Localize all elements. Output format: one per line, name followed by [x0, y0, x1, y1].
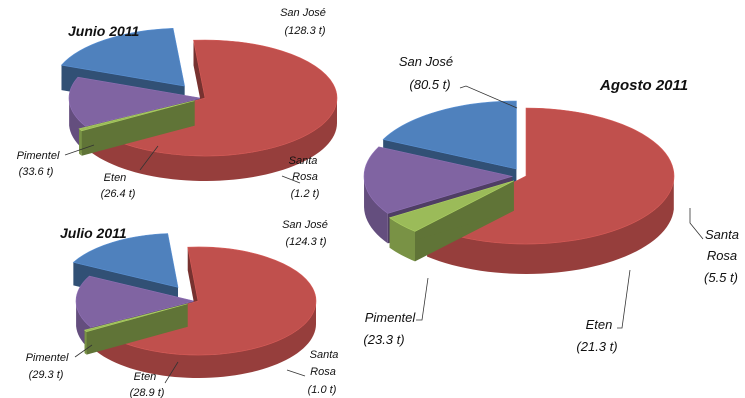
leader-line [416, 277, 429, 321]
slice-top [60, 27, 185, 87]
slice-name-label: Santa Rosa [289, 155, 318, 183]
slice-side-wall [84, 303, 188, 354]
chart-title: Agosto 2011 [599, 77, 688, 94]
slice-top [68, 76, 202, 127]
chart-agosto-2011: Agosto 2011 San José (80.5 t) Santa Rosa (5.… [363, 54, 739, 354]
slice-top [363, 146, 514, 214]
slice-santa-rosa [388, 180, 514, 262]
leader-line [459, 85, 518, 109]
slice-name-label: San José [280, 7, 326, 19]
slice-name-label: Santa Rosa [310, 349, 339, 378]
pie-labels: San José (128.3 t) Santa Rosa (1.2 t) Eten (26… [17, 7, 326, 200]
slice-santa-rosa [83, 303, 188, 355]
slice-name-label: San José [282, 219, 328, 231]
chart-junio-2011: Junio 2011 San José (128.3 t) Santa Rosa (1.… [17, 7, 338, 200]
slice-name-label: Eten [104, 172, 127, 184]
slice-top [83, 303, 188, 333]
pie-slices [60, 27, 338, 181]
leader-line [164, 361, 179, 384]
pie-slices [72, 233, 317, 378]
slice-value-label: (23.3 t) [363, 332, 404, 347]
slice-value-label: (124.3 t) [286, 236, 327, 248]
pie-labels: San José (80.5 t) Santa Rosa (5.5 t) Eten (21.… [363, 54, 739, 354]
slice-value-label: (26.4 t) [101, 188, 136, 200]
pie-labels: San José (124.3 t) Santa Rosa (1.0 t) Eten (28… [26, 219, 339, 398]
chart-title: Junio 2011 [68, 23, 140, 39]
slice-value-label: (1.0 t) [308, 384, 337, 396]
slice-top [72, 233, 179, 288]
slice-side-wall [79, 100, 195, 154]
slice-top [78, 100, 195, 132]
pie-slices [363, 100, 675, 274]
slice-value-label: (128.3 t) [285, 25, 326, 37]
slice-santa-rosa [78, 100, 195, 156]
slice-name-label: Eten [134, 371, 157, 383]
slice-value-label: (29.3 t) [29, 369, 64, 381]
slice-outer-wall [92, 98, 337, 181]
chart-julio-2011: Julio 2011 San José (124.3 t) Santa Rosa (1.… [26, 219, 339, 398]
slice-name-label: Pimentel [365, 310, 417, 325]
slice-name-label: Eten [586, 317, 613, 332]
slice-value-label: (33.6 t) [19, 166, 54, 178]
chart-title: Julio 2011 [60, 225, 127, 241]
slice-value-label: (28.9 t) [130, 387, 165, 398]
slice-outer-wall [84, 330, 87, 355]
slice-value-label: (21.3 t) [576, 339, 617, 354]
slice-value-label: (1.2 t) [291, 188, 320, 200]
slice-top [75, 275, 195, 328]
leader-line [74, 344, 93, 358]
leader-line [281, 175, 301, 184]
slice-value-label: (80.5 t) [409, 77, 450, 92]
leader-line [617, 269, 631, 329]
leader-line [286, 369, 306, 377]
slice-name-label: San José [399, 54, 453, 69]
slice-outer-wall [364, 177, 388, 244]
leader-line [64, 144, 95, 156]
slice-name-label: Pimentel [26, 352, 69, 364]
slice-name-label: Pimentel [17, 150, 60, 162]
slice-top [388, 180, 514, 232]
slice-outer-wall [427, 179, 674, 274]
leader-line [139, 145, 159, 171]
slice-name-label: Santa Rosa [705, 227, 739, 263]
slice-outer-wall [79, 128, 82, 156]
slice-outer-wall [97, 301, 316, 378]
leader-line [689, 208, 704, 240]
slice-value-label: (5.5 t) [704, 270, 738, 285]
slice-side-wall [389, 180, 514, 248]
